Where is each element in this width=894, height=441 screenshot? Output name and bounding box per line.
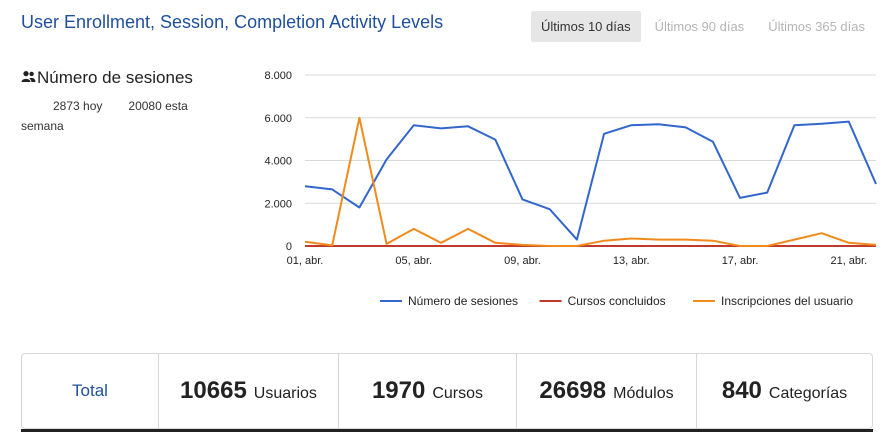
tab-last-10-days[interactable]: Últimos 10 días [531,11,641,42]
categories-stat: 840 Categorías [697,354,872,428]
x-tick-label: 09, abr. [504,255,541,267]
users-icon [21,68,37,88]
divider [21,429,873,432]
categories-count: 840 [721,377,762,404]
users-stat: 10665 Usuarios [159,354,339,428]
x-tick-label: 05, abr. [395,255,432,267]
sessions-this-week: 20080 esta semana [21,99,188,133]
users-label: Usuarios [253,384,317,402]
users-count: 10665 [180,377,247,404]
courses-count: 1970 [371,377,426,404]
y-tick-label: 8.000 [264,70,292,82]
sessions-metric: Número de sesiones 2873 hoy 20080 esta se… [21,68,221,136]
legend-label-1: Cursos concluidos [568,294,666,308]
tab-last-365-days[interactable]: Últimos 365 días [768,19,866,34]
legend-label-0: Número de sesiones [408,294,518,308]
y-tick-label: 2.000 [264,198,292,210]
activity-line-chart: 0 2.000 4.000 6.000 8.000 01, abr. 05, abr. 09,… [264,70,877,308]
x-tick-label: 17, abr. [722,255,759,267]
y-tick-label: 4.000 [264,156,292,168]
totals-bar: Total 10665 Usuarios 1970 Cursos 26698 M… [21,353,873,429]
courses-label: Cursos [432,384,484,402]
y-tick-label: 6.000 [264,113,292,125]
x-tick-label: 01, abr. [287,255,324,267]
chart-legend: Número de sesiones Cursos concluidos Inscr… [380,294,853,308]
x-tick-label: 13, abr. [613,255,650,267]
total-label: Total [22,354,159,428]
metric-title: Número de sesiones [37,68,193,87]
categories-label: Categorías [768,384,848,402]
metric-header: Número de sesiones [21,68,221,88]
legend-label-2: Inscripciones del usuario [721,294,853,308]
modules-stat: 26698 Módulos [517,354,697,428]
tab-last-90-days[interactable]: Últimos 90 días [654,19,745,34]
modules-count: 26698 [539,377,607,404]
x-tick-label: 21, abr. [830,255,867,267]
modules-label: Módulos [613,384,674,402]
series-line-2 [304,116,877,247]
page-title: User Enrollment, Session, Completion Act… [21,12,444,32]
y-tick-label: 0 [286,241,292,253]
sessions-today: 2873 hoy [53,99,103,113]
range-tabs: Últimos 10 días Últimos 90 días Últimos … [531,11,879,42]
metric-values: 2873 hoy 20080 esta semana [21,96,206,136]
courses-stat: 1970 Cursos [339,354,517,428]
series-line-0 [304,120,877,241]
